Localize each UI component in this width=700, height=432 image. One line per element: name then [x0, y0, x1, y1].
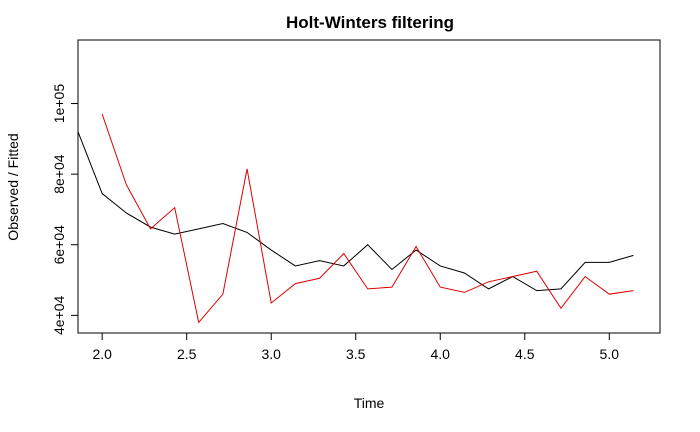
plot-frame: [77, 39, 661, 334]
y-tick-label: 1e+05: [51, 84, 67, 124]
y-tick-label: 8e+04: [51, 154, 67, 194]
x-axis-label: Time: [354, 395, 385, 411]
y-axis-label: Observed / Fitted: [5, 133, 21, 240]
x-tick-label: 2.5: [177, 346, 197, 362]
x-axis: 2.0 2.5 3.0 3.5 4.0 4.5 5.0: [92, 333, 619, 362]
y-axis: 4e+04 6e+04 8e+04 1e+05: [51, 84, 78, 335]
series-line-2: [101, 113, 634, 324]
y-tick-label: 6e+04: [51, 225, 67, 265]
x-tick-label: 4.0: [431, 346, 451, 362]
x-tick-label: 3.5: [346, 346, 366, 362]
chart-title: Holt-Winters filtering: [286, 13, 454, 32]
x-tick-label: 3.0: [261, 346, 281, 362]
series-line-1: [77, 131, 634, 292]
x-tick-label: 2.0: [92, 346, 112, 362]
x-tick-label: 4.5: [515, 346, 535, 362]
x-tick-label: 5.0: [600, 346, 620, 362]
y-tick-label: 4e+04: [51, 295, 67, 335]
series-layer: [77, 113, 634, 324]
